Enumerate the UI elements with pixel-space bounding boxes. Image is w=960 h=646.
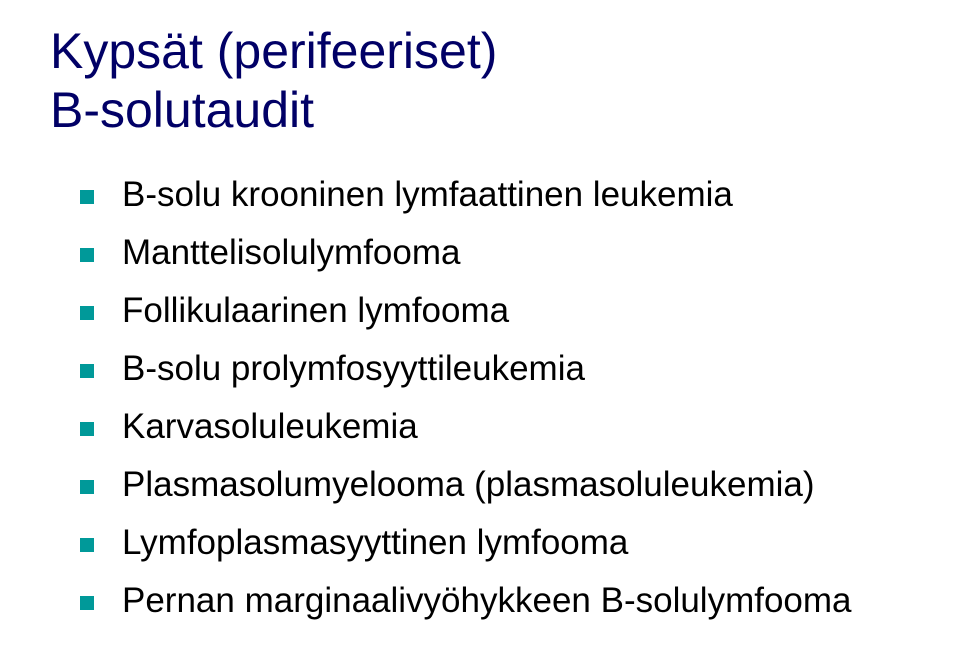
list-item: Manttelisolulymfooma bbox=[80, 232, 910, 290]
list-item: Lymfoplasmasyyttinen lymfooma bbox=[80, 522, 910, 580]
slide: Kypsät (perifeeriset) B-solutaudit B-sol… bbox=[0, 0, 960, 646]
slide-title: Kypsät (perifeeriset) B-solutaudit bbox=[50, 22, 910, 140]
list-item: Follikulaarinen lymfooma bbox=[80, 290, 910, 348]
list-item: B-solu prolymfosyyttileukemia bbox=[80, 348, 910, 406]
list-item: B-solu krooninen lymfaattinen leukemia bbox=[80, 174, 910, 232]
list-item: Pernan marginaalivyöhykkeen B-solulymfoo… bbox=[80, 580, 910, 638]
bullet-list: B-solu krooninen lymfaattinen leukemia M… bbox=[50, 174, 910, 638]
list-item: Plasmasolumyelooma (plasmasoluleukemia) bbox=[80, 464, 910, 522]
list-item: Karvasoluleukemia bbox=[80, 406, 910, 464]
